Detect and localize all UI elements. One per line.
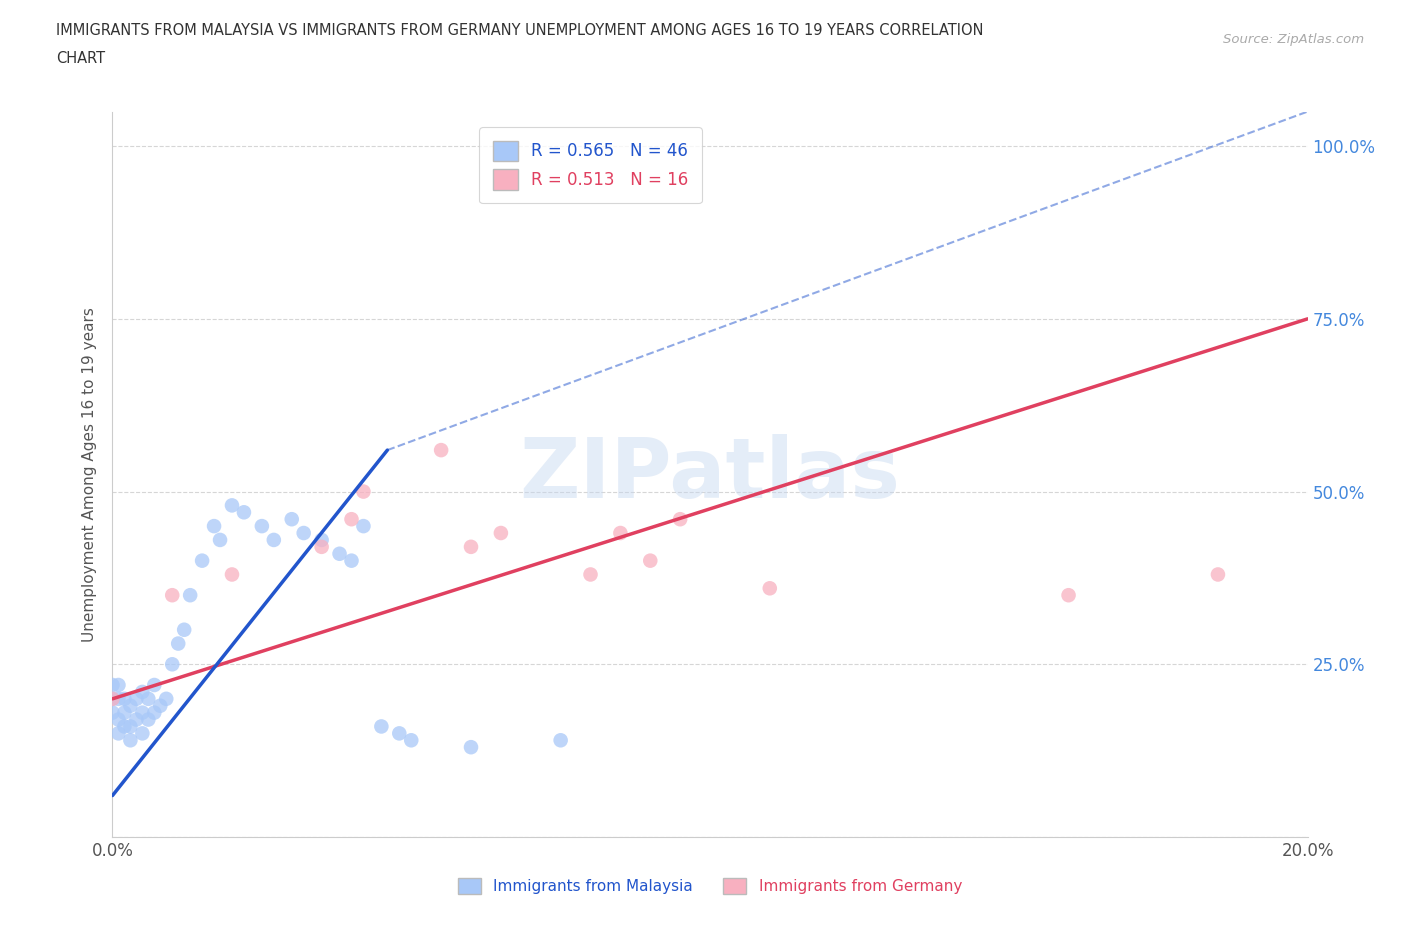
Point xyxy=(107,726,129,741)
Point xyxy=(179,588,201,603)
Point xyxy=(155,691,177,706)
Point xyxy=(101,691,124,706)
Point xyxy=(114,705,135,720)
Point xyxy=(353,485,375,499)
Point xyxy=(101,705,124,720)
Point xyxy=(370,719,392,734)
Text: Source: ZipAtlas.com: Source: ZipAtlas.com xyxy=(1223,33,1364,46)
Point xyxy=(138,691,160,706)
Point xyxy=(430,443,453,458)
Legend: Immigrants from Malaysia, Immigrants from Germany: Immigrants from Malaysia, Immigrants fro… xyxy=(450,870,970,902)
Point xyxy=(131,726,153,741)
Point xyxy=(221,498,243,512)
Point xyxy=(292,525,315,540)
Point xyxy=(209,533,232,548)
Point xyxy=(107,678,129,693)
Point xyxy=(340,553,363,568)
Point xyxy=(202,519,225,534)
Point xyxy=(340,512,363,526)
Point xyxy=(550,733,572,748)
Point xyxy=(143,705,166,720)
Point xyxy=(233,505,256,520)
Point xyxy=(609,525,631,540)
Point xyxy=(489,525,512,540)
Point xyxy=(329,546,352,561)
Point xyxy=(401,733,423,748)
Point xyxy=(114,691,135,706)
Point xyxy=(120,719,142,734)
Point xyxy=(131,684,153,699)
Point xyxy=(167,636,190,651)
Point xyxy=(281,512,304,526)
Point xyxy=(149,698,172,713)
Point xyxy=(125,691,148,706)
Point xyxy=(120,733,142,748)
Point xyxy=(263,533,285,548)
Point xyxy=(460,739,482,754)
Point xyxy=(191,553,214,568)
Point xyxy=(101,691,124,706)
Point xyxy=(221,567,243,582)
Point xyxy=(125,712,148,727)
Point xyxy=(162,657,183,671)
Point xyxy=(101,678,124,693)
Point xyxy=(1206,567,1229,582)
Point xyxy=(640,553,662,568)
Point xyxy=(162,588,183,603)
Point xyxy=(759,581,782,596)
Point xyxy=(311,533,333,548)
Text: ZIPatlas: ZIPatlas xyxy=(520,433,900,515)
Y-axis label: Unemployment Among Ages 16 to 19 years: Unemployment Among Ages 16 to 19 years xyxy=(82,307,97,642)
Text: CHART: CHART xyxy=(56,51,105,66)
Point xyxy=(388,726,411,741)
Point xyxy=(311,539,333,554)
Point xyxy=(460,539,482,554)
Point xyxy=(114,719,135,734)
Point xyxy=(120,698,142,713)
Point xyxy=(353,519,375,534)
Point xyxy=(579,567,602,582)
Point xyxy=(143,678,166,693)
Point xyxy=(669,512,692,526)
Point xyxy=(107,712,129,727)
Point xyxy=(1057,588,1080,603)
Point xyxy=(138,712,160,727)
Point xyxy=(250,519,273,534)
Point xyxy=(131,705,153,720)
Text: IMMIGRANTS FROM MALAYSIA VS IMMIGRANTS FROM GERMANY UNEMPLOYMENT AMONG AGES 16 T: IMMIGRANTS FROM MALAYSIA VS IMMIGRANTS F… xyxy=(56,23,984,38)
Point xyxy=(107,691,129,706)
Point xyxy=(173,622,195,637)
